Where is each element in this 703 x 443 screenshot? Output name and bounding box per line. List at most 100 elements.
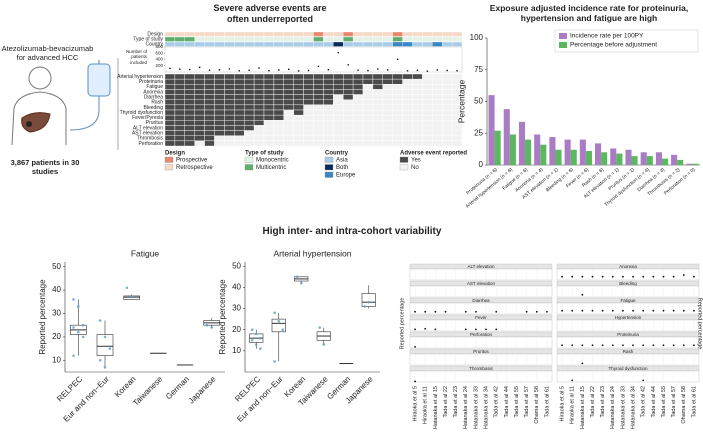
facet-panel <box>409 302 553 315</box>
heat-cell <box>313 78 324 85</box>
patients-dot <box>179 68 181 70</box>
x-tick-label: Eur and non−Eur <box>62 374 112 424</box>
dot <box>414 380 416 383</box>
facet-title: Pruritus <box>473 349 489 354</box>
heat-cell <box>372 140 383 147</box>
bar <box>540 144 547 165</box>
dot <box>601 275 604 278</box>
heat-cell <box>333 135 344 142</box>
dot <box>662 309 665 312</box>
heat-cell <box>214 94 225 100</box>
facet-panel <box>409 336 553 349</box>
heat-cell <box>303 114 314 121</box>
row-label: Proteinuria <box>139 79 163 85</box>
heat-cell <box>402 78 413 85</box>
dot <box>581 275 584 278</box>
x-tick-label: Hiraoka et al 11 <box>423 386 429 424</box>
heat-cell <box>451 73 463 80</box>
heat-cell <box>333 78 344 85</box>
x-tick-label: Hatanaka et al 34 <box>631 386 637 429</box>
heat-cell <box>263 130 275 136</box>
facet-panel <box>409 370 553 383</box>
y-tick-label: 20 <box>52 332 61 341</box>
heat-cell <box>194 109 205 116</box>
heat-cell <box>263 73 275 80</box>
y-tick-label: 30 <box>232 304 241 313</box>
track-cell <box>333 36 344 42</box>
facet-panel <box>409 268 553 281</box>
dot <box>682 309 685 312</box>
point <box>205 323 209 327</box>
heat-cell <box>164 84 176 90</box>
heat-cell <box>313 84 324 90</box>
heat-cell <box>422 125 433 131</box>
track-cell <box>244 31 255 37</box>
heat-cell <box>293 78 304 85</box>
facet-panel <box>556 285 700 298</box>
row-label: Pruritus <box>146 120 164 126</box>
heat-cell <box>362 73 374 80</box>
heat-cell <box>214 99 225 106</box>
patients-dot <box>337 51 340 54</box>
track-cell <box>372 31 383 37</box>
patients-dot <box>248 69 250 72</box>
patients-dot <box>367 69 369 72</box>
heat-cell <box>253 130 265 136</box>
heat-cell <box>253 140 265 147</box>
track-cell <box>303 36 314 42</box>
legend-label: Prospective <box>176 158 208 164</box>
dot <box>434 310 437 313</box>
heat-cell <box>293 125 304 131</box>
dot <box>591 344 594 347</box>
facet-panel <box>409 353 553 366</box>
heat-cell <box>224 114 235 121</box>
track-cell <box>303 41 314 47</box>
dot <box>414 310 416 313</box>
heat-cell <box>214 120 225 126</box>
dot <box>535 310 538 313</box>
track-cell <box>214 31 225 37</box>
track-cell <box>382 41 393 47</box>
heat-cell <box>372 89 383 95</box>
x-tick-label: Tada et al 42 <box>641 386 647 418</box>
heat-cell <box>303 78 314 85</box>
heat-cell <box>382 125 393 131</box>
heat-cell <box>184 84 195 90</box>
heat-cell <box>234 109 245 116</box>
track-cell <box>451 31 463 37</box>
facet-title: Anorexia <box>619 264 637 269</box>
heat-cell <box>243 140 255 147</box>
x-tick-label: Pruritus (n = 1) <box>607 167 636 192</box>
heat-cell <box>214 140 225 147</box>
box <box>361 293 376 307</box>
heat-cell <box>214 109 225 116</box>
point <box>367 300 371 304</box>
patients-dot <box>416 69 419 72</box>
facet-panel <box>556 336 700 349</box>
heat-cell <box>283 130 294 136</box>
facet-panel <box>556 302 700 315</box>
heat-cell <box>283 120 294 126</box>
heat-cell <box>303 135 314 142</box>
heat-cell <box>263 135 275 142</box>
heat-cell <box>263 99 275 106</box>
heat-cell <box>333 104 344 111</box>
heat-cell <box>243 114 255 121</box>
heat-cell <box>214 130 225 136</box>
heat-cell <box>303 130 314 136</box>
heat-cell <box>372 135 383 142</box>
heat-cell <box>184 130 195 136</box>
heat-cell <box>204 89 215 95</box>
heat-cell <box>412 94 423 100</box>
heat-cell <box>422 109 433 116</box>
heat-cell <box>273 130 284 136</box>
facet-panel <box>556 370 700 383</box>
heat-cell <box>382 140 393 147</box>
facet-panel <box>409 319 553 332</box>
track-cell <box>184 31 195 37</box>
heat-cell <box>184 78 195 85</box>
point <box>103 335 107 339</box>
heat-cell <box>243 78 255 85</box>
dot <box>414 328 416 331</box>
y-tick-label: 40 <box>52 285 61 294</box>
